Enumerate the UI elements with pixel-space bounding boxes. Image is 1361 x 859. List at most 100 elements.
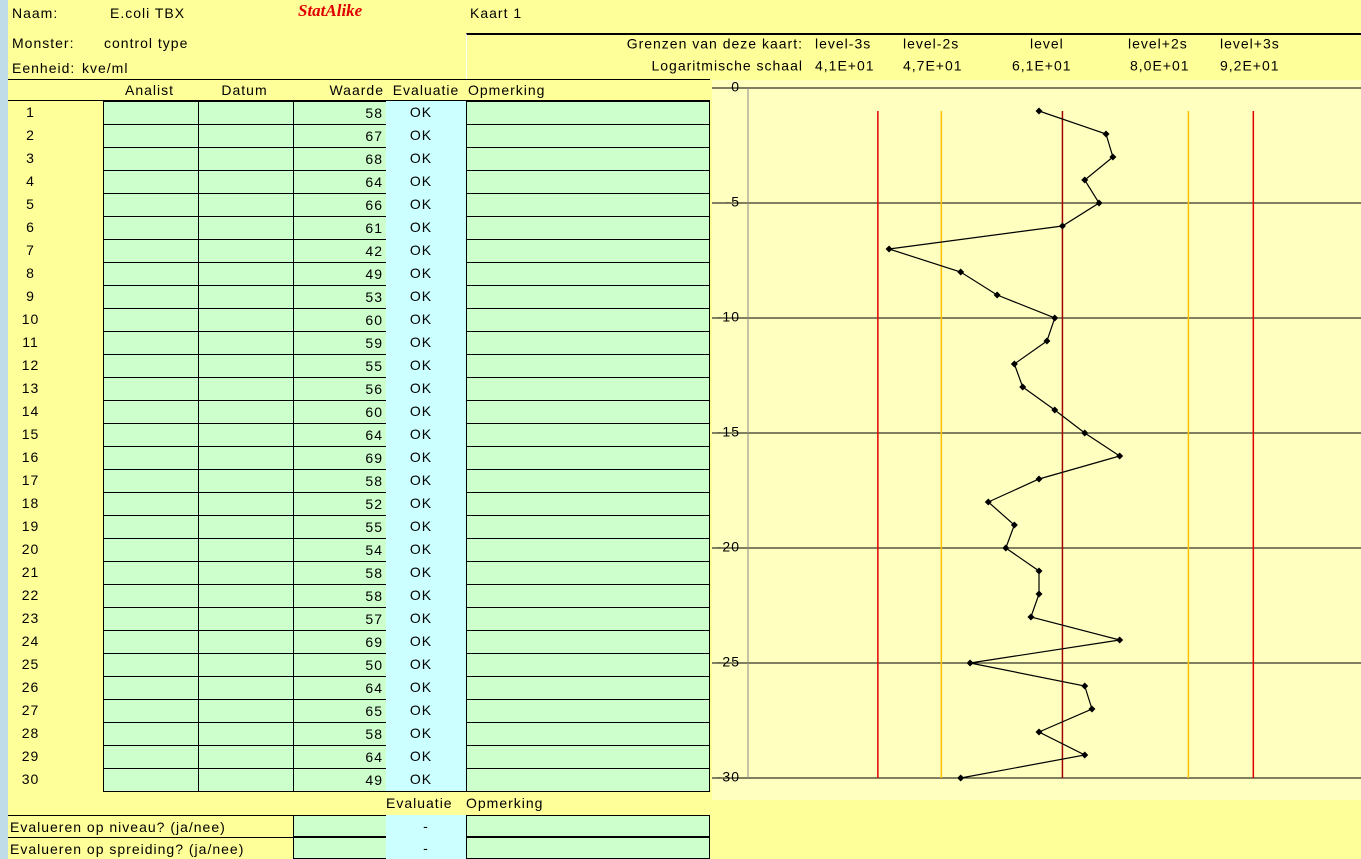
waarde-cell[interactable]: 55: [293, 354, 387, 378]
evaluation-cell: OK: [386, 607, 466, 631]
evaluation-cell: OK: [386, 193, 466, 217]
datum-cell[interactable]: [198, 768, 294, 792]
column-header: Datum: [221, 82, 268, 98]
datum-cell[interactable]: [198, 446, 294, 470]
waarde-cell[interactable]: 53: [293, 285, 387, 309]
waarde-cell[interactable]: 49: [293, 262, 387, 286]
waarde-cell[interactable]: 56: [293, 377, 387, 401]
footer-input[interactable]: [466, 815, 710, 837]
analist-cell[interactable]: [103, 262, 199, 286]
evaluation-cell: OK: [386, 101, 466, 125]
opmerking-cell[interactable]: [466, 170, 710, 194]
analist-cell[interactable]: [103, 607, 199, 631]
scale-label: Logaritmische schaal: [651, 58, 803, 74]
datum-cell[interactable]: [198, 308, 294, 332]
point: [1010, 360, 1018, 368]
evaluation-cell: OK: [386, 170, 466, 194]
evaluation-cell: OK: [386, 492, 466, 516]
chart-header: [466, 33, 1361, 80]
analist-cell[interactable]: [103, 699, 199, 723]
point: [1002, 544, 1010, 552]
datum-cell[interactable]: [198, 147, 294, 171]
limits-title: Grenzen van deze kaart:: [627, 36, 803, 52]
limit-name: level+2s: [1128, 36, 1188, 52]
value: control type: [104, 35, 189, 51]
y-tick-label: -5: [726, 194, 740, 210]
datum-cell[interactable]: [198, 239, 294, 263]
point: [1116, 636, 1124, 644]
datum-cell[interactable]: [198, 699, 294, 723]
evaluation-cell: OK: [386, 400, 466, 424]
datum-cell[interactable]: [198, 538, 294, 562]
point: [1019, 383, 1027, 391]
point: [1095, 199, 1103, 207]
waarde-cell[interactable]: 65: [293, 699, 387, 723]
label: Eenheid:: [12, 60, 76, 76]
y-tick-label: -25: [717, 654, 740, 670]
waarde-cell[interactable]: 54: [293, 538, 387, 562]
row-number: 5: [26, 196, 35, 212]
opmerking-cell[interactable]: [466, 607, 710, 631]
row-number: 17: [21, 472, 40, 488]
point: [1102, 130, 1110, 138]
waarde-cell[interactable]: 69: [293, 446, 387, 470]
plot-background: [712, 80, 1361, 800]
row-number: 4: [26, 173, 35, 189]
row-number: 3: [26, 150, 35, 166]
opmerking-cell[interactable]: [466, 400, 710, 424]
opmerking-cell[interactable]: [466, 699, 710, 723]
opmerking-cell[interactable]: [466, 722, 710, 746]
limit-name: level+3s: [1220, 36, 1280, 52]
column-header: Evaluatie: [392, 82, 460, 98]
datum-cell[interactable]: [198, 124, 294, 148]
opmerking-cell[interactable]: [466, 492, 710, 516]
opmerking-cell[interactable]: [466, 331, 710, 355]
datum-cell[interactable]: [198, 722, 294, 746]
opmerking-cell[interactable]: [466, 745, 710, 769]
row-number: 29: [21, 748, 40, 764]
point: [1081, 176, 1089, 184]
opmerking-cell[interactable]: [466, 216, 710, 240]
footer-header: Evaluatie: [386, 791, 466, 815]
point: [1043, 337, 1051, 345]
datum-cell[interactable]: [198, 745, 294, 769]
evaluation-cell: OK: [386, 377, 466, 401]
analist-cell[interactable]: [103, 446, 199, 470]
opmerking-cell[interactable]: [466, 538, 710, 562]
waarde-cell[interactable]: 69: [293, 630, 387, 654]
waarde-cell[interactable]: 64: [293, 170, 387, 194]
analist-cell[interactable]: [103, 400, 199, 424]
opmerking-cell[interactable]: [466, 124, 710, 148]
row-number: 16: [21, 449, 40, 465]
point: [1027, 613, 1035, 621]
label: Monster:: [12, 35, 75, 51]
analist-cell[interactable]: [103, 101, 199, 125]
analist-cell[interactable]: [103, 584, 199, 608]
opmerking-cell[interactable]: [466, 354, 710, 378]
evaluation-cell: OK: [386, 239, 466, 263]
analist-cell[interactable]: [103, 469, 199, 493]
footer-evaluation: -: [386, 815, 466, 837]
row-number: 27: [21, 702, 40, 718]
waarde-cell[interactable]: 67: [293, 124, 387, 148]
waarde-cell[interactable]: 49: [293, 768, 387, 792]
row-number: 19: [21, 518, 40, 534]
header-row: [8, 79, 710, 101]
point: [1035, 567, 1043, 575]
opmerking-cell[interactable]: [466, 768, 710, 792]
analist-cell[interactable]: [103, 768, 199, 792]
waarde-cell[interactable]: 58: [293, 101, 387, 125]
y-tick-label: -30: [717, 769, 740, 785]
point: [1010, 521, 1018, 529]
analist-cell[interactable]: [103, 170, 199, 194]
analist-cell[interactable]: [103, 538, 199, 562]
waarde-cell[interactable]: 64: [293, 676, 387, 700]
waarde-cell[interactable]: 58: [293, 469, 387, 493]
waarde-cell[interactable]: 60: [293, 400, 387, 424]
evaluation-cell: OK: [386, 308, 466, 332]
waarde-cell[interactable]: 60: [293, 308, 387, 332]
datum-cell[interactable]: [198, 423, 294, 447]
datum-cell[interactable]: [198, 193, 294, 217]
analist-cell[interactable]: [103, 239, 199, 263]
